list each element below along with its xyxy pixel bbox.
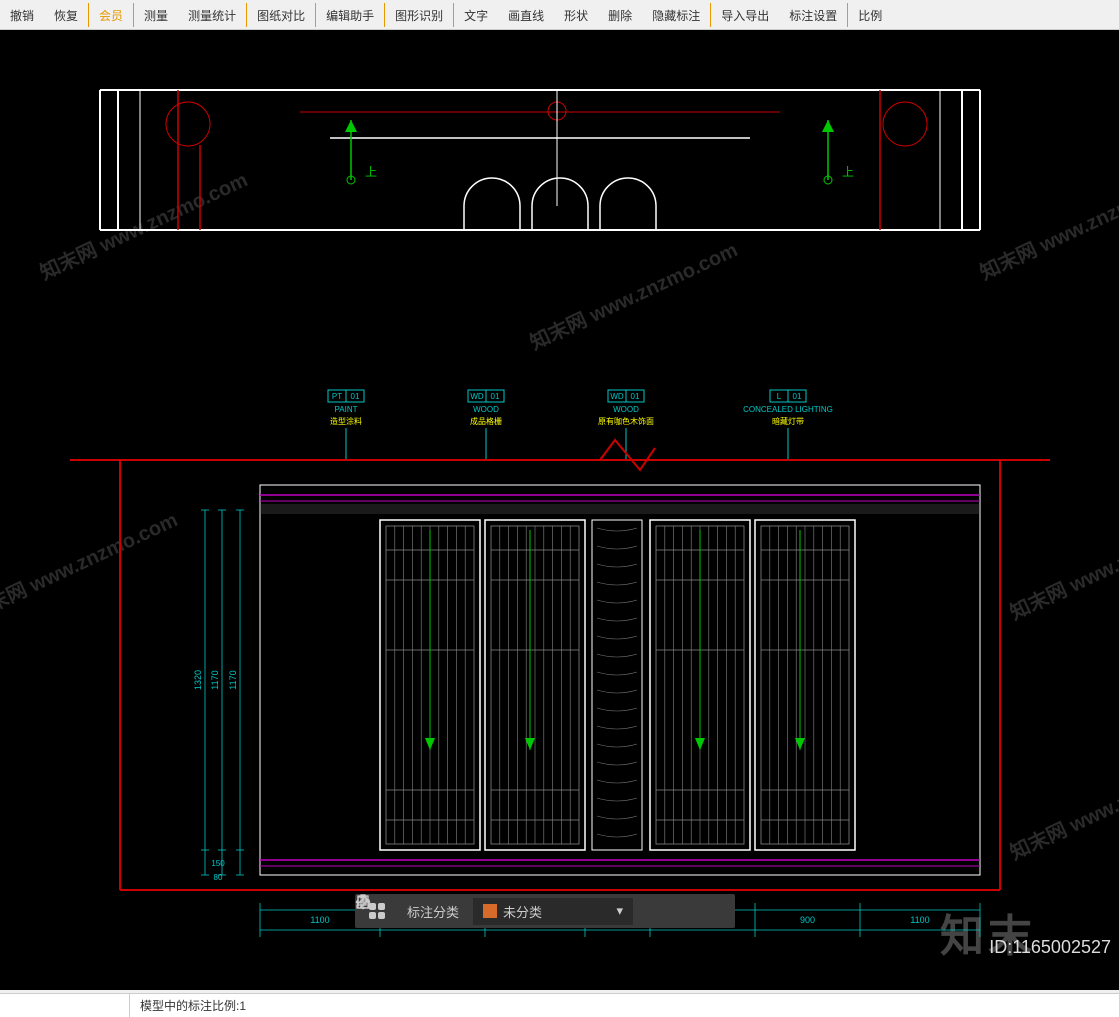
toolbar-label: 形状: [564, 7, 588, 24]
toolbar-label: 恢复: [54, 7, 78, 24]
toolbar-label: 文字: [464, 7, 488, 24]
toolbar-画直线[interactable]: 画直线: [498, 0, 554, 30]
svg-text:01: 01: [631, 392, 640, 401]
svg-text:成品格栅: 成品格栅: [470, 416, 502, 426]
paste-icon[interactable]: [711, 902, 729, 920]
toolbar-label: 导入导出: [721, 7, 769, 24]
toolbar-形状[interactable]: 形状: [554, 0, 598, 30]
toolbar-label: 测量统计: [188, 7, 236, 24]
svg-text:PT: PT: [332, 392, 342, 401]
status-blank: [0, 994, 130, 1017]
toolbar-编辑助手[interactable]: 编辑助手: [316, 0, 384, 30]
svg-text:暗藏灯带: 暗藏灯带: [772, 416, 804, 426]
svg-text:WD: WD: [610, 392, 624, 401]
toolbar-文字[interactable]: 文字: [454, 0, 498, 30]
svg-text:150: 150: [211, 859, 225, 868]
edit-icon[interactable]: [639, 902, 657, 920]
cad-drawing: 上 上 PT 01 PAINT 造型涂料 WD 01 WOOD 成品格栅 WD 01 WOOD 原有咖色木…: [0, 30, 1119, 990]
annotation-category-label: 标注分类: [399, 898, 467, 925]
toolbar-图纸对比[interactable]: 图纸对比: [247, 0, 315, 30]
status-bar: 模型中的标注比例:1: [0, 993, 1119, 1017]
svg-text:造型涂料: 造型涂料: [330, 416, 362, 426]
svg-text:80: 80: [214, 873, 223, 882]
svg-text:WD: WD: [470, 392, 484, 401]
toolbar-导入导出[interactable]: 导入导出: [711, 0, 779, 30]
svg-text:01: 01: [351, 392, 360, 401]
svg-text:01: 01: [491, 392, 500, 401]
toolbar-label: 编辑助手: [326, 7, 374, 24]
svg-text:1170: 1170: [210, 670, 220, 689]
svg-text:900: 900: [800, 915, 815, 925]
svg-text:01: 01: [793, 392, 802, 401]
toolbar-label: 标注设置: [789, 7, 837, 24]
toolbar-label: 删除: [608, 7, 632, 24]
toolbar-测量[interactable]: 测量: [134, 0, 178, 30]
toolbar-label: 比例: [858, 7, 882, 24]
toolbar-会员[interactable]: 会员: [89, 0, 133, 30]
toolbar-label: 图形识别: [395, 7, 443, 24]
svg-text:L: L: [777, 392, 782, 401]
annotation-floatbar: 标注分类 未分类 ▾: [355, 894, 735, 928]
svg-text:1100: 1100: [910, 915, 929, 925]
svg-text:CONCEALED LIGHTING: CONCEALED LIGHTING: [743, 405, 833, 414]
drawing-canvas[interactable]: 知末网 www.znzmo.com 知末网 www.znzmo.com 知末网 …: [0, 30, 1119, 990]
move-icon[interactable]: [663, 902, 681, 920]
toolbar-撤销[interactable]: 撤销: [0, 0, 44, 30]
toolbar-测量统计[interactable]: 测量统计: [178, 0, 246, 30]
chevron-down-icon: ▾: [616, 903, 623, 919]
toolbar-label: 会员: [99, 7, 123, 24]
toolbar-label: 撤销: [10, 7, 34, 24]
category-swatch: [483, 904, 497, 918]
toolbar-恢复[interactable]: 恢复: [44, 0, 88, 30]
svg-text:原有咖色木饰面: 原有咖色木饰面: [598, 416, 654, 426]
toolbar-label: 画直线: [508, 7, 544, 24]
annotation-category-select[interactable]: 未分类 ▾: [473, 898, 633, 925]
toolbar-删除[interactable]: 删除: [598, 0, 642, 30]
toolbar: 撤销 恢复 会员 测量 测量统计 图纸对比 编辑助手 图形识别 文字 画直线 形状 删除 隐藏标注 导入导…: [0, 0, 1119, 30]
svg-text:1170: 1170: [228, 670, 238, 689]
status-text: 模型中的标注比例:1: [130, 997, 246, 1014]
svg-text:上: 上: [365, 165, 377, 179]
toolbar-label: 测量: [144, 7, 168, 24]
svg-text:1320: 1320: [193, 670, 203, 690]
svg-text:WOOD: WOOD: [473, 405, 499, 414]
toolbar-隐藏标注[interactable]: 隐藏标注: [642, 0, 710, 30]
copy-icon[interactable]: [687, 902, 705, 920]
toolbar-比例[interactable]: 比例: [848, 0, 892, 30]
toolbar-label: 隐藏标注: [652, 7, 700, 24]
toolbar-标注设置[interactable]: 标注设置: [779, 0, 847, 30]
svg-text:PAINT: PAINT: [335, 405, 358, 414]
svg-text:1100: 1100: [310, 915, 329, 925]
svg-text:上: 上: [842, 165, 854, 179]
toolbar-label: 图纸对比: [257, 7, 305, 24]
svg-text:WOOD: WOOD: [613, 405, 639, 414]
toolbar-图形识别[interactable]: 图形识别: [385, 0, 453, 30]
